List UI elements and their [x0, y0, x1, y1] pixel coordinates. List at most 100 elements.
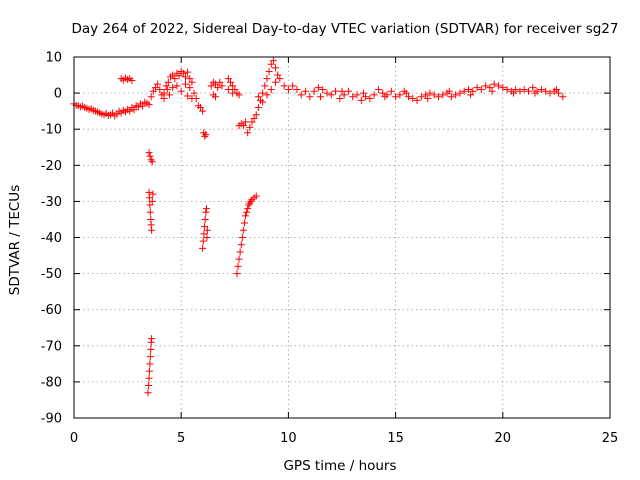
data-point	[340, 91, 348, 99]
data-point	[175, 72, 183, 80]
data-point	[145, 382, 153, 390]
data-point	[486, 84, 494, 92]
data-point	[201, 132, 209, 140]
data-point	[467, 91, 475, 99]
data-point	[212, 80, 220, 88]
data-point	[246, 199, 254, 207]
data-point	[145, 149, 153, 157]
y-tick-label: -90	[41, 412, 62, 427]
data-point	[231, 85, 239, 93]
data-point	[387, 87, 395, 95]
data-point	[525, 87, 533, 95]
y-tick-label: 0	[54, 87, 62, 102]
data-point	[229, 89, 237, 97]
y-tick-label: -20	[41, 159, 62, 174]
data-point	[280, 82, 288, 90]
data-point	[404, 93, 412, 101]
data-point	[374, 85, 382, 93]
data-point	[146, 353, 154, 361]
data-point	[267, 85, 275, 93]
data-point	[456, 89, 464, 97]
data-point	[244, 129, 252, 137]
data-point	[163, 85, 171, 93]
data-point	[359, 89, 367, 97]
data-point	[434, 93, 442, 101]
data-point	[173, 82, 181, 90]
data-point	[238, 234, 246, 241]
data-point	[314, 84, 322, 92]
data-point	[327, 91, 335, 99]
data-point	[200, 230, 208, 238]
data-point	[214, 84, 222, 92]
data-point	[263, 91, 271, 99]
y-tick-label: -40	[41, 231, 62, 246]
data-point	[169, 71, 177, 79]
data-point	[149, 87, 157, 95]
data-point	[203, 226, 211, 234]
data-point	[169, 84, 177, 92]
data-point	[147, 345, 155, 353]
data-point	[357, 96, 365, 104]
data-point	[265, 67, 273, 75]
data-point	[239, 122, 247, 130]
data-point	[240, 219, 248, 227]
data-point	[145, 374, 153, 382]
data-point	[171, 75, 179, 83]
data-point	[469, 87, 477, 95]
data-point	[196, 104, 204, 112]
data-point	[184, 68, 192, 76]
data-point	[145, 194, 153, 202]
data-point	[559, 93, 567, 101]
data-point	[477, 85, 485, 93]
data-point	[464, 85, 472, 93]
data-point	[165, 91, 173, 99]
data-point	[381, 93, 389, 101]
data-point	[248, 118, 256, 126]
data-point	[516, 87, 524, 95]
data-point	[430, 91, 438, 99]
y-tick-label: -70	[41, 339, 62, 354]
y-tick-label: -10	[41, 123, 62, 138]
y-tick-label: 10	[45, 51, 62, 66]
data-point	[409, 95, 417, 103]
data-point	[177, 87, 185, 95]
y-tick-label: -80	[41, 375, 62, 390]
data-point	[272, 78, 280, 86]
data-point	[146, 208, 154, 216]
data-point	[482, 82, 490, 90]
data-point	[126, 107, 134, 115]
data-point	[555, 89, 563, 97]
data-point	[495, 82, 503, 90]
data-point	[323, 89, 331, 97]
data-point	[439, 91, 447, 99]
data-point	[201, 215, 209, 223]
tick-labels: 0 5 10 15 20 25 10 0 -10 -20 -30 -40 -50 -60 -70 -80 -90	[41, 51, 619, 447]
x-tick-label: 15	[387, 431, 404, 446]
data-point	[520, 85, 528, 93]
x-tick-label: 25	[602, 431, 619, 446]
data-point	[546, 89, 554, 97]
data-point	[227, 78, 235, 86]
data-point	[199, 107, 207, 115]
x-tick-label: 10	[280, 431, 297, 446]
data-point	[426, 89, 434, 97]
data-point	[245, 201, 253, 209]
data-point	[190, 89, 198, 97]
data-point	[216, 78, 224, 86]
y-tick-label: -50	[41, 267, 62, 282]
chart-title: Day 264 of 2022, Sidereal Day-to-day VTE…	[72, 21, 619, 37]
data-point	[201, 223, 209, 231]
data-point	[263, 75, 271, 83]
data-point	[370, 91, 378, 99]
data-point	[473, 84, 481, 92]
data-point	[445, 87, 453, 95]
data-point	[250, 114, 258, 122]
data-point	[186, 84, 194, 92]
data-point	[209, 91, 217, 99]
x-tick-label: 0	[70, 431, 78, 446]
data-point	[362, 93, 370, 101]
data-point	[552, 85, 560, 93]
data-point	[181, 80, 189, 88]
data-point	[254, 93, 262, 101]
data-point	[139, 102, 147, 110]
